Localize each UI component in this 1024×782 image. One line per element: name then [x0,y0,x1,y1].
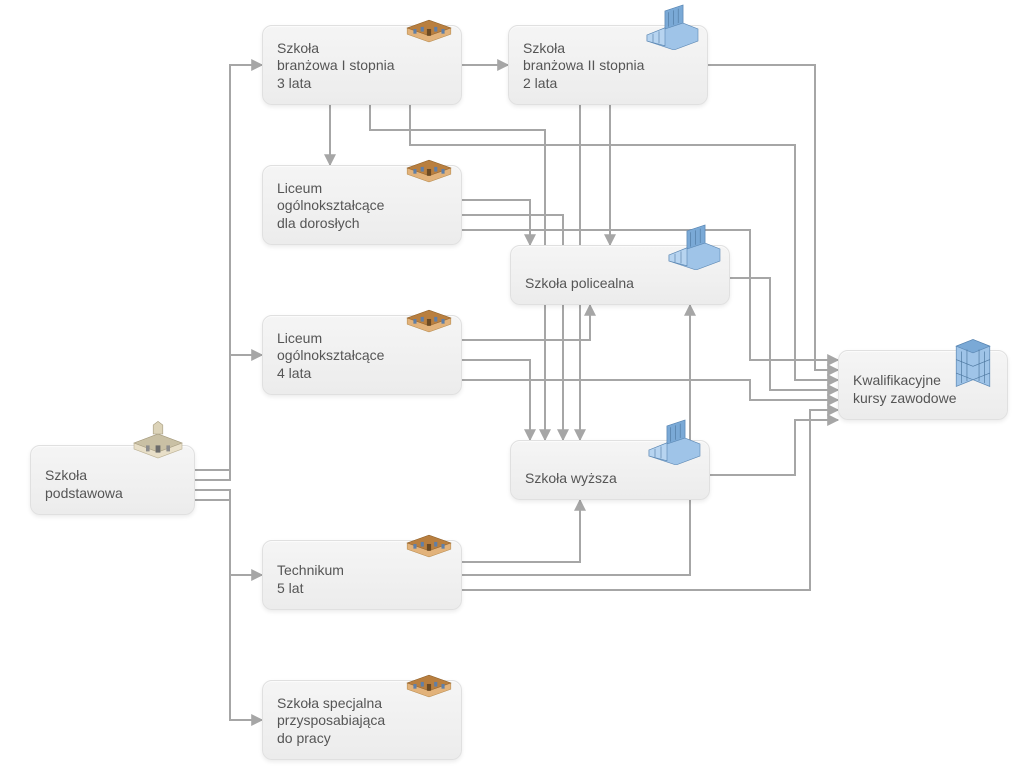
edge-podstawowa-to-branzowa1 [195,65,262,470]
tower-blue-icon [945,326,1001,398]
school-brown-icon [403,3,455,50]
edge-policealna-to-kursy [730,278,838,390]
edge-podstawowa-to-technikum [195,490,262,575]
school-brown-icon [403,143,455,190]
edge-technikum-to-wyzsza [462,500,580,562]
node-branzowa2: Szkołabranżowa II stopnia2 lata [508,25,708,105]
node-lo_doroslych: Liceumogólnokształcącedla dorosłych [262,165,462,245]
school-brown-icon [403,658,455,705]
node-label: Szkołapodstawowa [45,467,180,502]
edge-podstawowa-to-specjalna [195,500,262,720]
node-label: Szkoła policealna [525,275,715,293]
node-label: Szkoła wyższa [525,470,695,488]
edge-lo-to-kursy [462,380,838,400]
node-specjalna: Szkoła specjalnaprzysposabiającado pracy [262,680,462,760]
node-technikum: Technikum5 lat [262,540,462,610]
school-brown-icon [403,518,455,565]
node-podstawowa: Szkołapodstawowa [30,445,195,515]
office-blue-icon [663,219,723,275]
node-policealna: Szkoła policealna [510,245,730,305]
office-blue-icon [643,414,703,470]
node-wyzsza: Szkoła wyższa [510,440,710,500]
node-branzowa1: Szkołabranżowa I stopnia3 lata [262,25,462,105]
node-kursy: Kwalifikacyjnekursy zawodowe [838,350,1008,420]
school-brown-icon [403,293,455,340]
edge-lo-to-wyzsza [462,360,530,440]
diagram-stage: Szkołapodstawowa Szkołabranżowa I stopni… [0,0,1024,782]
edge-branzowa1-to-kursy [410,105,838,380]
edge-branzowa2-to-kursy [708,65,838,370]
edge-wyzsza-to-kursy [710,420,838,475]
node-lo: Liceumogólnokształcące4 lata [262,315,462,395]
school-classic-icon [128,419,188,466]
edge-lo_doroslych-to-policealna [462,200,530,245]
office-blue-icon [641,0,701,55]
edge-lo-to-policealna [462,305,590,340]
edge-podstawowa-to-lo [195,355,262,480]
node-label: Technikum5 lat [277,562,447,597]
